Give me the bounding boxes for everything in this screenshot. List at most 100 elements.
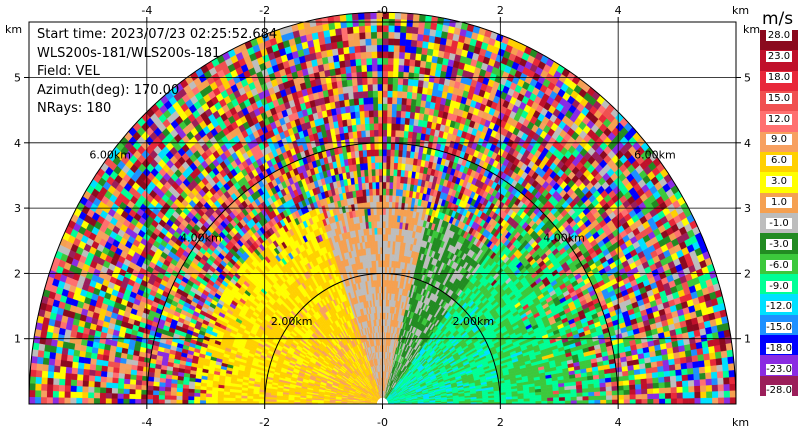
velocity-cell [588, 391, 595, 397]
velocity-cell [714, 351, 722, 359]
velocity-cell [634, 378, 642, 385]
velocity-cell [623, 389, 631, 395]
velocity-cell [658, 387, 666, 394]
velocity-cell [682, 386, 689, 393]
velocity-cell [711, 384, 719, 392]
velocity-cell [401, 156, 407, 164]
velocity-cell [422, 80, 429, 89]
velocity-cell [426, 48, 434, 56]
velocity-cell [668, 358, 676, 366]
velocity-cell [662, 364, 670, 372]
velocity-cell [605, 381, 612, 387]
velocity-cell [593, 382, 601, 388]
velocity-cell [535, 394, 542, 399]
velocity-cell [594, 391, 601, 397]
velocity-cell [553, 396, 560, 401]
velocity-cell [424, 61, 432, 69]
velocity-cell [688, 385, 695, 393]
velocity-cell [723, 376, 730, 385]
velocity-cell [687, 373, 695, 381]
velocity-cell [606, 399, 613, 405]
velocity-cell [564, 396, 572, 401]
velocity-cell [647, 393, 654, 400]
velocity-cell [570, 388, 577, 394]
velocity-cell [629, 389, 636, 395]
velocity-cell [652, 377, 659, 384]
velocity-cell [729, 390, 737, 398]
velocity-cell [600, 399, 607, 405]
velocity-cell [628, 379, 636, 386]
velocity-cell [629, 393, 637, 400]
velocity-cell [729, 376, 736, 385]
velocity-cell [547, 393, 554, 398]
velocity-cell [564, 400, 572, 405]
velocity-cell [558, 396, 566, 401]
velocity-cell [670, 398, 678, 405]
velocity-cell [700, 391, 707, 399]
velocity-cell [588, 399, 595, 405]
velocity-cell [635, 393, 642, 400]
velocity-cell [710, 371, 718, 379]
velocity-cell [407, 131, 413, 139]
velocity-cell [541, 397, 548, 402]
velocity-cell [408, 118, 415, 126]
velocity-cell [606, 394, 613, 400]
velocity-cell [717, 377, 724, 385]
velocity-cell [640, 373, 647, 380]
velocity-cell [599, 386, 607, 392]
velocity-cell [693, 379, 701, 387]
velocity-cell [718, 397, 725, 405]
velocity-cell [723, 390, 731, 398]
velocity-cell [646, 382, 654, 389]
velocity-cell [645, 367, 653, 374]
velocity-cell [434, 29, 443, 38]
velocity-cell [415, 46, 423, 55]
velocity-cell [697, 353, 705, 362]
velocity-cell [611, 394, 619, 400]
velocity-cell [694, 385, 701, 393]
velocity-cell [416, 92, 423, 101]
velocity-cell [713, 344, 722, 353]
velocity-cell [576, 392, 583, 397]
velocity-cell [432, 49, 439, 57]
velocity-cell [570, 392, 578, 397]
velocity-cell [517, 398, 525, 402]
velocity-cell [712, 390, 719, 398]
velocity-cell [411, 92, 418, 100]
velocity-cell [635, 388, 642, 395]
velocity-cell [582, 391, 589, 397]
velocity-cell [717, 390, 725, 398]
velocity-cell [429, 28, 437, 37]
velocity-cell [617, 394, 625, 400]
velocity-cell [722, 370, 730, 378]
velocity-cell [704, 365, 712, 373]
velocity-cell [702, 346, 710, 355]
velocity-cell [432, 42, 441, 51]
velocity-cell [716, 370, 724, 379]
velocity-cell [681, 368, 688, 376]
velocity-cell [611, 385, 619, 391]
velocity-cell [696, 347, 704, 356]
velocity-cell [676, 397, 684, 405]
velocity-cell [622, 375, 630, 381]
velocity-cell [421, 47, 428, 56]
velocity-cell [668, 363, 676, 371]
velocity-cell [564, 392, 572, 398]
velocity-cell [600, 395, 607, 400]
velocity-cell [623, 399, 631, 405]
velocity-cell [652, 382, 660, 389]
velocity-cell [645, 372, 653, 379]
velocity-cell [716, 364, 724, 372]
velocity-cell [622, 379, 630, 386]
velocity-cell [708, 351, 717, 360]
velocity-cell [640, 378, 648, 385]
velocity-cell [657, 371, 665, 378]
velocity-cell [599, 390, 607, 396]
velocity-cell [674, 363, 682, 371]
velocity-cell [641, 393, 648, 400]
velocity-cell [709, 358, 717, 367]
velocity-cell [685, 355, 693, 363]
velocity-cell [564, 389, 571, 394]
velocity-cell [411, 85, 418, 94]
velocity-cell [659, 398, 666, 405]
